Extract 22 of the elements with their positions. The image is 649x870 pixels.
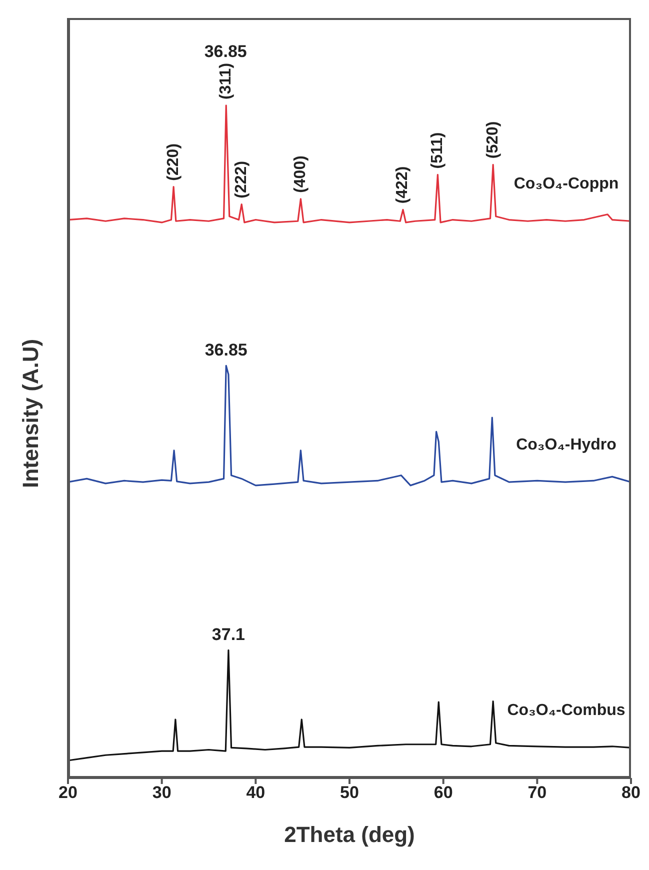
annotation: 36.85 xyxy=(204,340,248,360)
y-axis-title: Intensity (A.U) xyxy=(18,338,43,488)
x-tick-label: 40 xyxy=(246,783,266,802)
series-label: Co₃O₄-Combus xyxy=(507,702,626,719)
annotation: (422) xyxy=(394,166,412,204)
x-tick-label: 60 xyxy=(434,783,453,802)
x-tick-label: 70 xyxy=(528,783,547,802)
annotation: 37.1 xyxy=(212,625,245,644)
x-tick-label: 50 xyxy=(340,783,359,802)
annotation: (400) xyxy=(292,156,309,193)
x-tick-label: 20 xyxy=(58,783,78,802)
x-tick-label: 80 xyxy=(622,783,640,802)
annotation: (311) xyxy=(217,62,234,100)
x-tick-label: 30 xyxy=(152,783,172,802)
annotation: (520) xyxy=(484,121,502,159)
text: 36.85 xyxy=(203,42,248,62)
annotation: (222) xyxy=(232,160,250,198)
annotation: (220) xyxy=(164,143,182,181)
series-label: Co₃O₄-Coppn xyxy=(514,175,619,192)
x-axis-title: 2Theta (deg) xyxy=(284,822,415,847)
annotation: (511) xyxy=(428,132,446,169)
series-label: Co₃O₄-Hydro xyxy=(516,436,617,454)
